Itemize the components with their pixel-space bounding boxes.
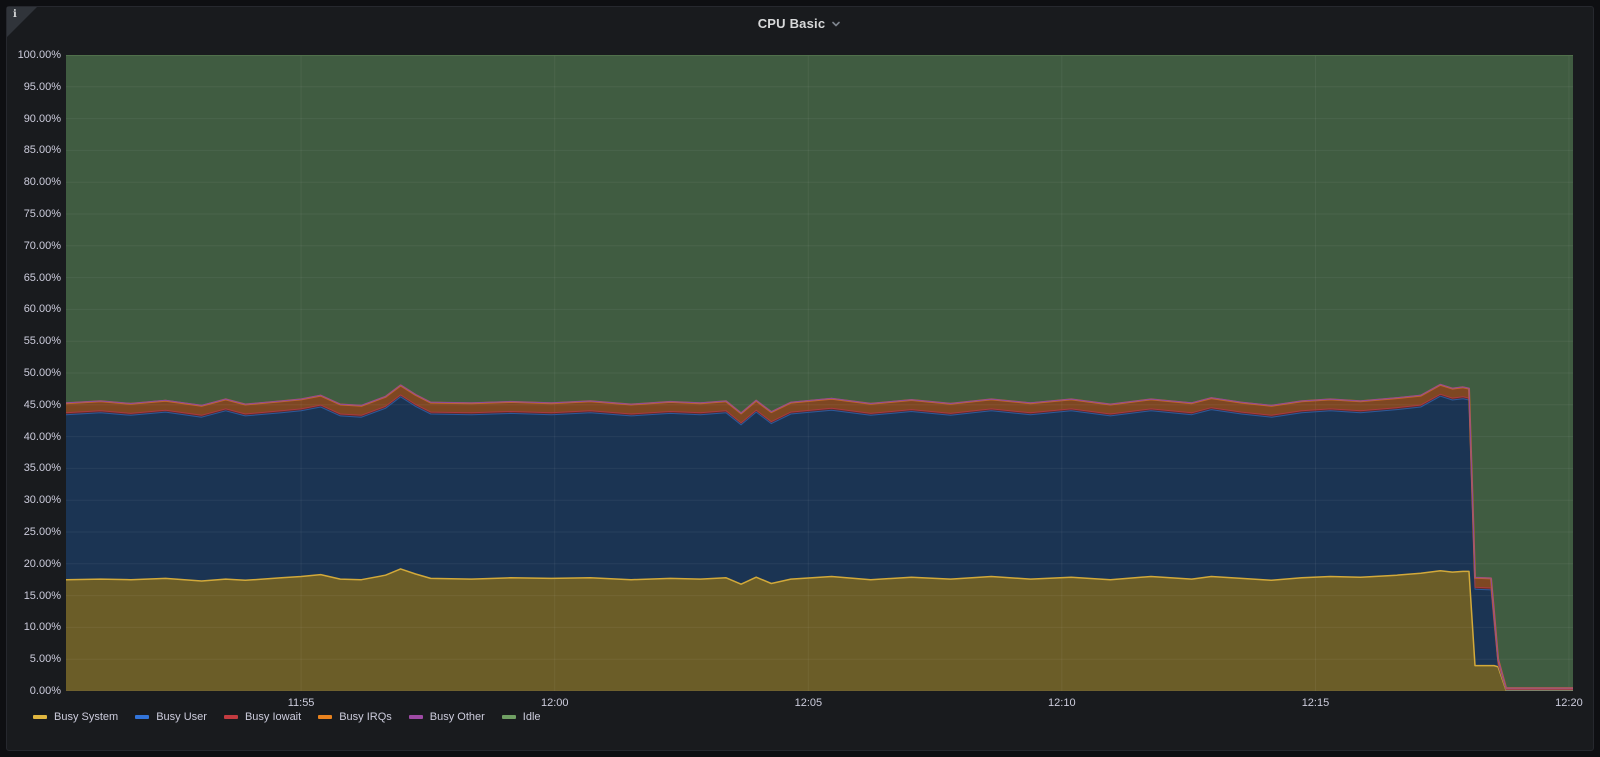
legend-label: Idle — [522, 711, 541, 723]
y-axis-label: 70.00% — [23, 239, 61, 252]
y-axis-label: 45.00% — [23, 398, 61, 411]
series-line-busy-other — [65, 383, 1573, 689]
series-line-busy-system — [65, 568, 1573, 692]
panel-title[interactable]: CPU Basic — [758, 16, 843, 31]
series-area-busy-system — [66, 568, 1573, 691]
x-axis-label: 12:20 — [1555, 697, 1583, 709]
chart-area[interactable] — [65, 54, 1573, 692]
panel-header[interactable]: CPU Basic — [7, 7, 1593, 39]
legend-item-busy-user[interactable]: Busy User — [135, 711, 207, 723]
info-icon: i — [13, 9, 17, 20]
series-line-busy-user — [65, 395, 1573, 691]
x-axis-label: 12:15 — [1301, 697, 1330, 709]
y-axis-label: 25.00% — [23, 526, 61, 538]
legend-swatch — [223, 715, 238, 719]
y-axis-label: 75.00% — [23, 208, 61, 220]
y-axis-label: 35.00% — [23, 462, 61, 475]
chevron-down-icon — [832, 21, 841, 27]
x-axis-label: 11:55 — [287, 697, 315, 709]
series-area-idle — [66, 55, 1573, 689]
legend-swatch — [318, 715, 333, 719]
legend: Busy System Busy User Busy Iowait Busy IRQs… — [33, 711, 541, 723]
y-axis-label: 10.00% — [23, 621, 61, 634]
x-axis-label: 12:10 — [1048, 697, 1076, 709]
y-axis-label: 85.00% — [23, 144, 61, 157]
legend-label: Busy Iowait — [244, 711, 302, 723]
legend-item-busy-system[interactable]: Busy System — [33, 711, 118, 723]
y-axis-label: 95.00% — [23, 80, 61, 93]
legend-swatch — [33, 715, 47, 719]
y-axis-label: 60.00% — [23, 303, 61, 316]
y-axis-label: 40.00% — [23, 430, 61, 443]
gridlines — [66, 54, 1573, 692]
y-axis-label: 0.00% — [29, 685, 61, 697]
cpu-basic-panel: i CPU Basic 100.00% 95.00% 90.00% 85.00% 80.… — [6, 6, 1594, 751]
legend-label: Busy Other — [429, 711, 485, 723]
legend-label: Busy System — [54, 711, 119, 723]
legend-label: Busy User — [156, 711, 207, 723]
y-axis-label: 100.00% — [17, 49, 61, 61]
y-axis-label: 15.00% — [23, 589, 61, 602]
y-axis-label: 80.00% — [23, 176, 61, 189]
legend-item-busy-iowait[interactable]: Busy Iowait — [223, 711, 302, 723]
legend-label: Busy IRQs — [339, 711, 392, 723]
y-axis-label: 30.00% — [23, 494, 61, 507]
panel-info-corner[interactable]: i — [7, 7, 37, 37]
x-axis-label: 12:05 — [794, 697, 823, 709]
y-axis-label: 55.00% — [23, 335, 61, 348]
legend-swatch — [501, 715, 516, 719]
legend-item-idle[interactable]: Idle — [501, 711, 541, 723]
legend-item-busy-irqs[interactable]: Busy IRQs — [318, 711, 392, 723]
y-axis-label: 65.00% — [23, 271, 61, 284]
y-axis-label: 90.00% — [23, 112, 61, 125]
legend-swatch — [408, 715, 423, 719]
panel-title-text: CPU Basic — [757, 15, 826, 31]
y-axis-label: 5.00% — [29, 653, 61, 666]
series-area-busy-user — [66, 396, 1573, 691]
legend-item-busy-other[interactable]: Busy Other — [408, 711, 485, 723]
legend-swatch — [135, 715, 150, 719]
y-axis-label: 20.00% — [23, 557, 61, 570]
x-axis-label: 12:00 — [540, 697, 569, 709]
series-line-busy-iowait — [65, 393, 1573, 690]
y-axis-label: 50.00% — [23, 367, 61, 379]
